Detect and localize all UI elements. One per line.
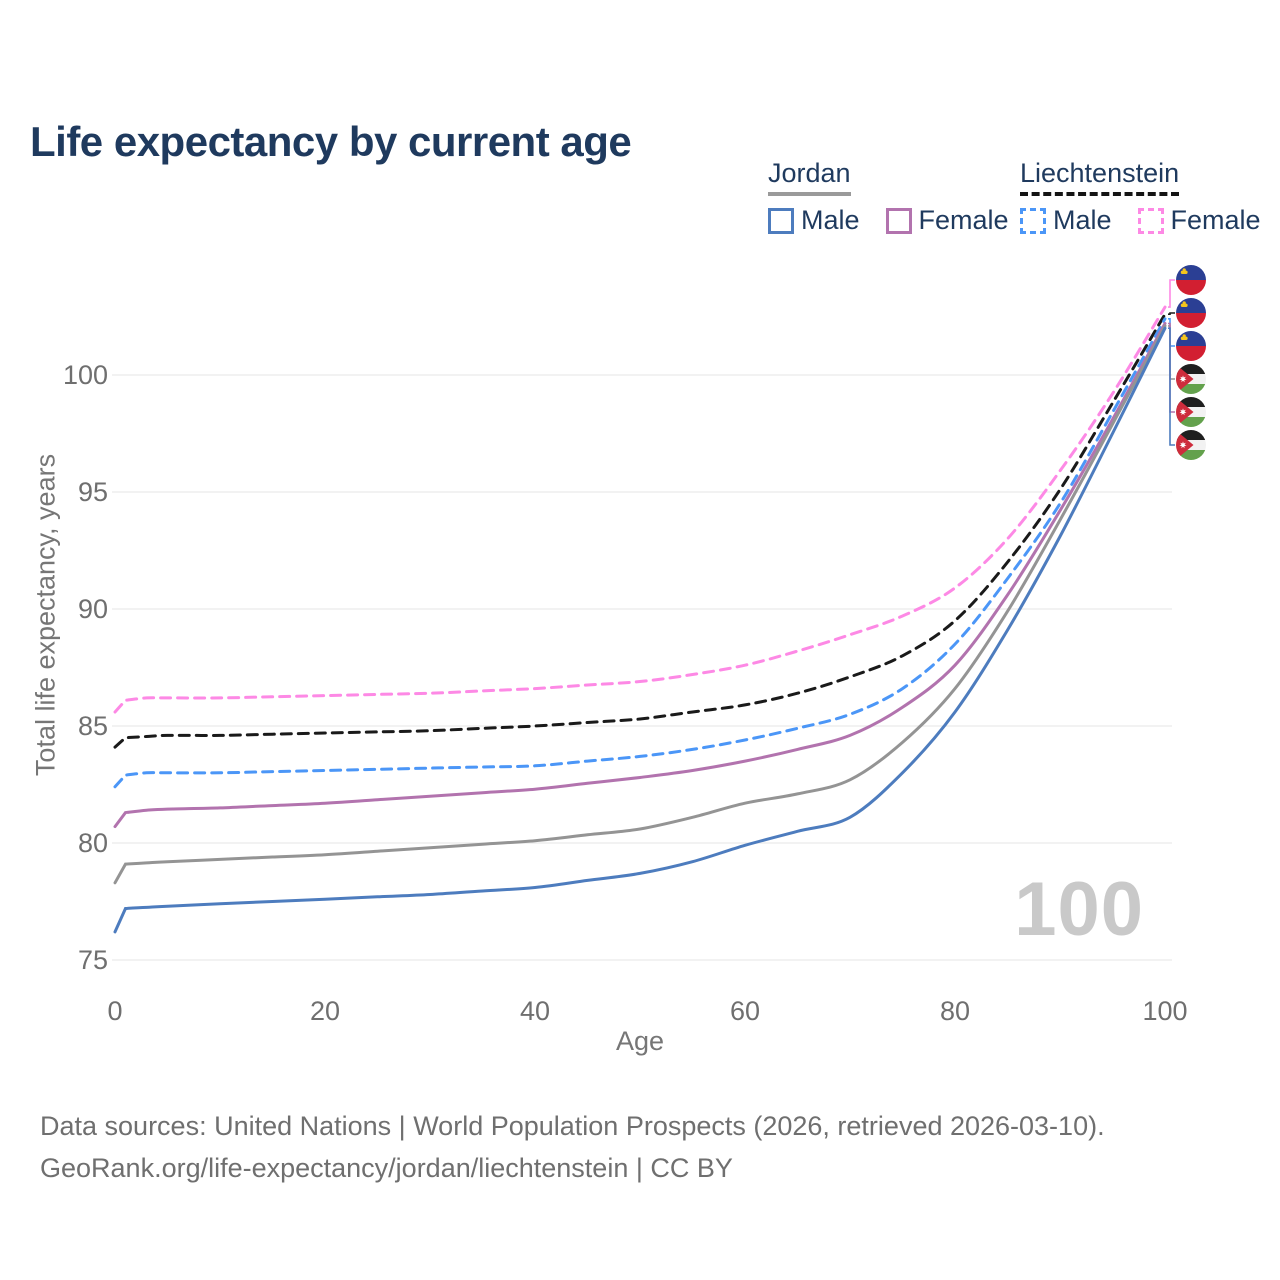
x-tick-label-60: 60 xyxy=(729,996,761,1026)
liechtenstein-flag-icon xyxy=(1176,265,1206,295)
end-label-jordan-all xyxy=(1176,363,1215,395)
y-tick-label-85: 85 xyxy=(77,711,108,741)
legend-item-label: Female xyxy=(918,205,1009,235)
series-line-jordan-male xyxy=(113,326,1167,934)
footer: Data sources: United Nations | World Pop… xyxy=(40,1106,1105,1190)
legend-item-jordan-male[interactable]: Male xyxy=(768,205,860,236)
x-tick-label-0: 0 xyxy=(107,996,123,1026)
legend-country-jordan: Jordan xyxy=(768,158,851,196)
legend-item-liechtenstein-male[interactable]: Male xyxy=(1020,205,1112,236)
series-line-liechtenstein-all xyxy=(113,312,1167,749)
legend-swatch-icon xyxy=(1020,207,1046,234)
end-label-jordan-female xyxy=(1176,396,1215,428)
series-line-jordan-female xyxy=(113,322,1167,829)
y-tick-label-95: 95 xyxy=(77,477,108,507)
legend-country-liechtenstein: Liechtenstein xyxy=(1020,158,1180,196)
leader-line-liechtenstein-all xyxy=(1168,312,1175,315)
legend-item-label: Male xyxy=(801,205,860,235)
y-tick-label-100: 100 xyxy=(62,360,108,390)
jordan-flag-icon xyxy=(1176,364,1206,394)
liechtenstein-flag-icon xyxy=(1176,331,1206,361)
jordan-flag-icon xyxy=(1176,430,1206,460)
leader-line-jordan-all xyxy=(1168,325,1175,380)
legend-item-liechtenstein-female[interactable]: Female xyxy=(1137,205,1261,236)
end-label-jordan-male xyxy=(1176,429,1215,461)
liechtenstein-flag-icon xyxy=(1176,298,1206,328)
series-line-liechtenstein-female xyxy=(113,305,1167,714)
leader-line-liechtenstein-female xyxy=(1168,279,1175,308)
y-tick-label-90: 90 xyxy=(77,594,108,624)
legend-group-liechtenstein: Liechtenstein Male Female xyxy=(1020,158,1261,236)
end-label-liechtenstein-female xyxy=(1176,264,1215,296)
x-axis-title: Age xyxy=(615,1026,665,1056)
legend-swatch-icon xyxy=(885,207,912,234)
legend-swatch-icon xyxy=(768,207,794,234)
end-label-liechtenstein-male xyxy=(1176,330,1215,362)
x-tick-label-40: 40 xyxy=(519,996,551,1026)
legend-item-jordan-female[interactable]: Female xyxy=(885,205,1009,236)
jordan-flag-icon xyxy=(1176,397,1206,427)
legend-item-label: Female xyxy=(1170,205,1261,235)
leader-line-jordan-female xyxy=(1168,322,1175,413)
page-title: Life expectancy by current age xyxy=(30,118,632,166)
x-tick-label-20: 20 xyxy=(309,996,341,1026)
series-line-jordan-all xyxy=(113,324,1167,885)
age-counter-watermark: 100 xyxy=(1014,867,1144,952)
x-tick-label-100: 100 xyxy=(1142,996,1188,1026)
y-tick-label-80: 80 xyxy=(77,828,108,858)
legend-item-label: Male xyxy=(1053,205,1112,235)
legend-swatch-icon xyxy=(1137,207,1164,234)
x-tick-label-80: 80 xyxy=(939,996,971,1026)
end-label-liechtenstein-all xyxy=(1176,297,1215,329)
y-tick-label-75: 75 xyxy=(77,945,108,975)
footer-attribution-link: GeoRank.org/life-expectancy/jordan/liech… xyxy=(40,1153,733,1183)
series-line-liechtenstein-male xyxy=(113,317,1167,789)
footer-data-sources: Data sources: United Nations | World Pop… xyxy=(40,1111,1105,1141)
leader-line-jordan-male xyxy=(1168,327,1175,446)
legend-group-jordan: Jordan Male Female xyxy=(768,158,1009,236)
